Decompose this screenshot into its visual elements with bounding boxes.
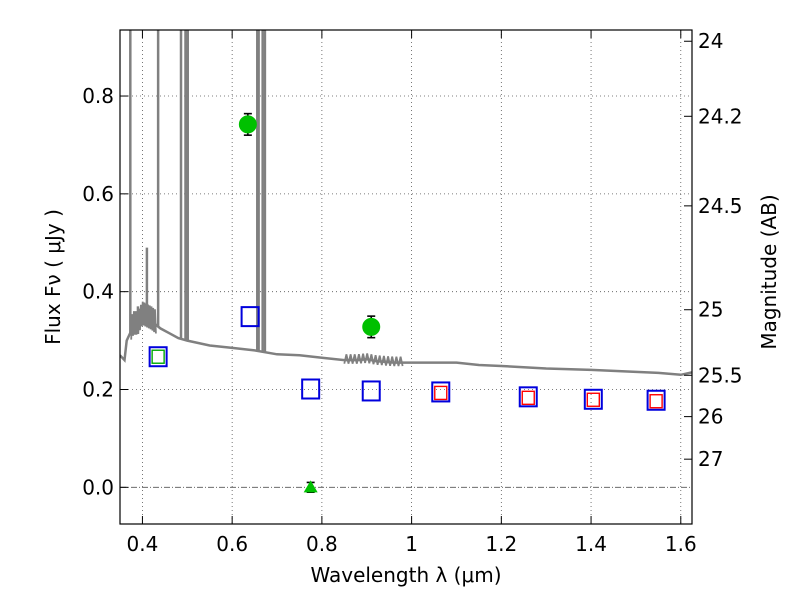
spectrum-absorption bbox=[343, 353, 404, 367]
model-photometry-square bbox=[361, 380, 381, 402]
spectrum-continuum bbox=[120, 314, 692, 377]
x-axis-label: Wavelength λ (μm) bbox=[310, 563, 501, 587]
data-points bbox=[148, 112, 666, 494]
alt-photometry-square bbox=[151, 349, 165, 364]
model-spectrum bbox=[120, 30, 692, 377]
spectrum-absorption bbox=[130, 301, 157, 340]
mag-tick-label: 24.2 bbox=[698, 104, 743, 128]
alt-photometry-square bbox=[521, 390, 535, 406]
mag-tick-label: 24 bbox=[698, 29, 723, 53]
right-axis-label: Magnitude (AB) bbox=[757, 194, 781, 349]
y-axis-label: Flux Fν ( μJy ) bbox=[41, 209, 65, 345]
axis-ticks bbox=[120, 30, 692, 524]
x-tick-label: 1.2 bbox=[485, 532, 517, 556]
grid bbox=[120, 30, 692, 524]
mag-tick-label: 25 bbox=[698, 298, 723, 322]
detection-point bbox=[362, 317, 381, 336]
alt-photometry-square bbox=[586, 392, 601, 407]
y-tick-label: 0.0 bbox=[82, 475, 114, 499]
model-photometry-square bbox=[646, 389, 666, 411]
y-tick-label: 0.2 bbox=[82, 377, 114, 401]
y-tick-label: 0.6 bbox=[82, 182, 114, 206]
x-tick-label: 1.4 bbox=[575, 532, 607, 556]
tick-labels: 0.4 0.6 0.8 1 1.2 1.4 1.6 0.0 0.2 0.4 0.6 0.8 24 24.2… bbox=[82, 29, 742, 556]
x-tick-label: 0.6 bbox=[216, 532, 248, 556]
upper-limit-triangle bbox=[303, 480, 318, 493]
x-tick-label: 0.8 bbox=[306, 532, 338, 556]
x-tick-label: 1.6 bbox=[665, 532, 697, 556]
mag-tick-label: 27 bbox=[698, 447, 723, 471]
model-photometry-square bbox=[301, 378, 321, 400]
mag-tick-label: 25.5 bbox=[698, 363, 743, 387]
mag-tick-label: 24.5 bbox=[698, 194, 743, 218]
detection-point bbox=[238, 115, 257, 134]
mag-tick-label: 26 bbox=[698, 405, 723, 429]
alt-photometry-square bbox=[434, 385, 448, 401]
model-photometry-square bbox=[583, 388, 603, 410]
model-photometry-square bbox=[148, 346, 168, 368]
x-tick-label: 0.4 bbox=[127, 532, 159, 556]
y-tick-label: 0.8 bbox=[82, 84, 114, 108]
alt-photometry-square bbox=[649, 394, 663, 409]
model-photometry-square bbox=[240, 306, 260, 328]
model-photometry-square bbox=[431, 381, 451, 403]
x-tick-label: 1 bbox=[405, 532, 418, 556]
y-tick-label: 0.4 bbox=[82, 280, 114, 304]
plot-frame bbox=[119, 29, 693, 525]
model-photometry-square bbox=[518, 386, 538, 408]
